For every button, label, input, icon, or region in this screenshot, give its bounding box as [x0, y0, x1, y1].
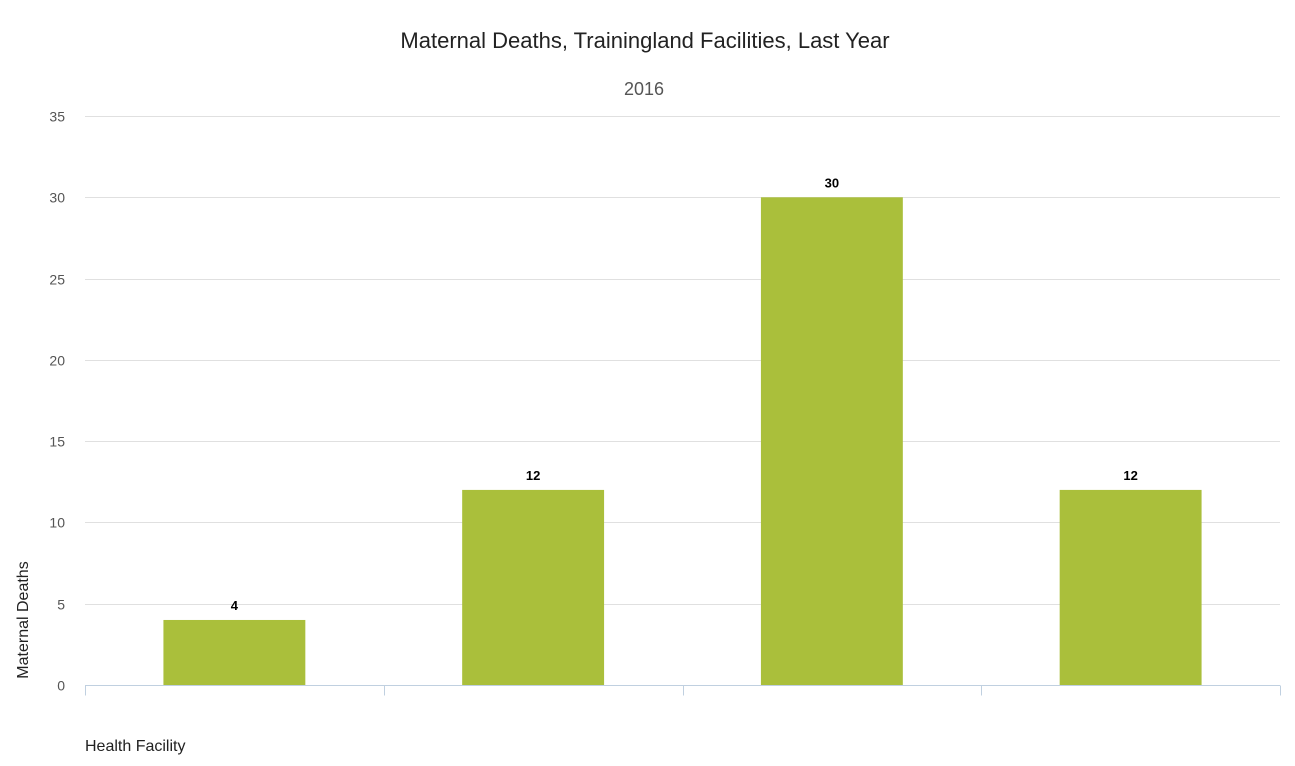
y-axis-label: Maternal Deaths	[15, 561, 32, 678]
y-axis-ticks: 0 5 10 15 20 25 30 35	[49, 109, 65, 694]
chart-title: Maternal Deaths, Trainingland Facilities…	[400, 28, 889, 53]
gridlines	[85, 116, 1280, 605]
bar	[462, 489, 605, 685]
bar	[760, 197, 903, 686]
bar-value-label: 30	[825, 175, 839, 190]
data-labels: 4 12 30 12	[231, 175, 1138, 613]
y-tick-label: 0	[57, 678, 65, 694]
bar	[163, 619, 306, 685]
bar-value-label: 12	[526, 468, 540, 483]
y-tick-label: 35	[49, 109, 65, 125]
bars	[163, 197, 1202, 686]
y-tick-label: 5	[57, 597, 65, 613]
y-tick-label: 25	[49, 272, 65, 288]
bar-value-label: 12	[1123, 468, 1137, 483]
y-tick-label: 10	[49, 515, 65, 531]
x-axis-label: Health Facility	[85, 738, 185, 755]
bar	[1059, 489, 1202, 685]
y-tick-label: 20	[49, 353, 65, 369]
x-axis	[85, 685, 1281, 696]
y-tick-label: 30	[49, 190, 65, 206]
chart-subtitle: 2016	[624, 79, 664, 99]
y-tick-label: 15	[49, 434, 65, 450]
bar-value-label: 4	[231, 598, 239, 613]
